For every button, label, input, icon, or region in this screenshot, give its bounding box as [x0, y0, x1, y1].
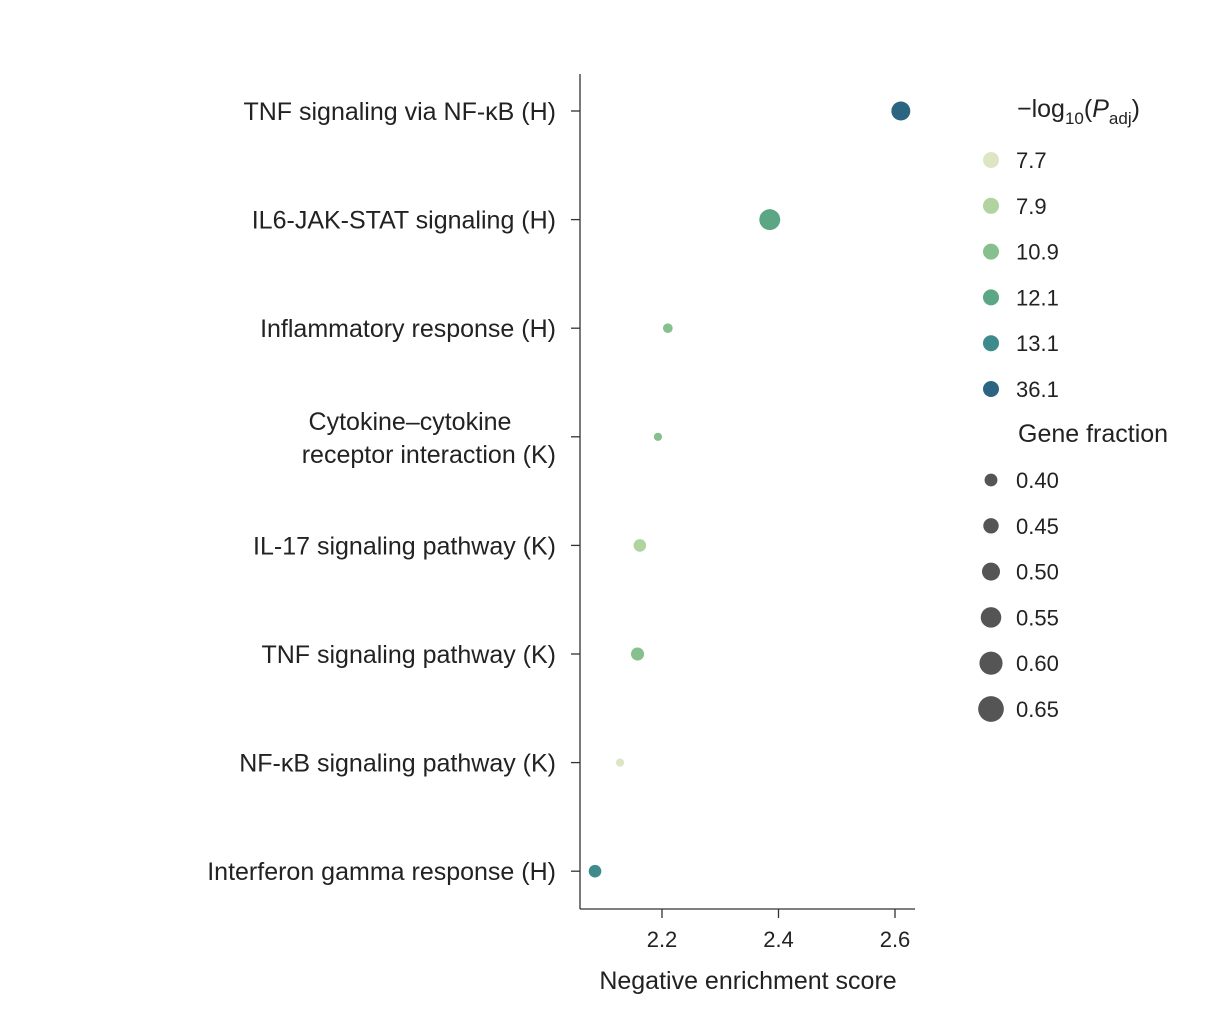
legend-color-label: 7.9	[1016, 194, 1047, 219]
legend-size-swatch	[979, 651, 1003, 675]
legend-title-text: −log	[1017, 95, 1065, 123]
legend-size-swatch	[978, 696, 1004, 722]
category-label-line: Cytokine–cytokine	[309, 408, 512, 436]
legend-color-swatch	[983, 243, 999, 260]
data-point	[653, 432, 663, 441]
legend-color-swatch	[983, 289, 999, 306]
legend-title-italic: P	[1092, 95, 1109, 123]
data-point	[630, 647, 645, 661]
x-tick-label: 2.2	[647, 927, 678, 952]
category-label: Cytokine–cytokine receptor interaction (K…	[302, 408, 556, 469]
x-axis-label: Negative enrichment score	[599, 967, 896, 995]
legend-size-swatch	[982, 562, 1000, 581]
legend: −log10(Padj) 7.7 7.9 10.9 12.1 13.1 36.1 Gene…	[978, 95, 1168, 722]
legend-size-label: 0.45	[1016, 514, 1059, 539]
legend-size-entries: 0.40 0.45 0.50 0.55 0.60 0.65	[978, 468, 1059, 722]
category-labels: TNF signaling via NF-κB (H) IL6-JAK-STAT …	[207, 98, 556, 886]
legend-color-swatch	[983, 381, 999, 397]
legend-size-label: 0.60	[1016, 651, 1059, 676]
legend-color-entries: 7.7 7.9 10.9 12.1 13.1 36.1	[983, 148, 1059, 402]
legend-size-swatch	[984, 473, 998, 487]
legend-color-swatch	[983, 197, 999, 214]
legend-color-label: 7.7	[1016, 148, 1047, 173]
legend-size-swatch	[983, 518, 999, 534]
legend-color-swatch	[983, 335, 999, 352]
category-label: Interferon gamma response (H)	[207, 858, 556, 886]
data-point	[615, 758, 625, 767]
legend-color-label: 36.1	[1016, 377, 1059, 402]
legend-title-sub: adj	[1109, 109, 1132, 128]
data-point	[759, 209, 781, 231]
legend-title-text: (	[1084, 95, 1093, 123]
data-point	[891, 101, 911, 121]
axes	[571, 74, 915, 910]
x-tick-label: 2.4	[763, 927, 794, 952]
legend-title-text: )	[1132, 95, 1140, 123]
legend-title-sub: 10	[1065, 109, 1084, 128]
data-point	[588, 864, 602, 878]
legend-size-title: Gene fraction	[1018, 420, 1168, 448]
category-label: IL6-JAK-STAT signaling (H)	[252, 207, 556, 235]
category-label-line: receptor interaction (K)	[302, 441, 556, 469]
category-label: IL-17 signaling pathway (K)	[253, 532, 556, 560]
category-label: NF-κB signaling pathway (K)	[239, 750, 556, 778]
category-label: TNF signaling via NF-κB (H)	[243, 98, 556, 126]
legend-size-label: 0.65	[1016, 697, 1059, 722]
x-axis-ticks: 2.2 2.4 2.6	[647, 909, 911, 952]
data-points	[588, 101, 911, 878]
legend-size-label: 0.55	[1016, 605, 1059, 630]
legend-size-swatch	[980, 607, 1002, 628]
legend-color-label: 12.1	[1016, 285, 1059, 310]
data-point	[662, 323, 673, 334]
category-label: Inflammatory response (H)	[260, 315, 556, 343]
legend-color-title: −log10(Padj)	[1017, 95, 1140, 128]
x-tick-label: 2.6	[880, 927, 911, 952]
legend-color-label: 13.1	[1016, 331, 1059, 356]
category-label: TNF signaling pathway (K)	[261, 641, 556, 669]
legend-color-swatch	[983, 152, 999, 168]
legend-size-label: 0.40	[1016, 468, 1059, 493]
data-point	[633, 539, 647, 552]
legend-color-label: 10.9	[1016, 240, 1059, 265]
legend-size-label: 0.50	[1016, 560, 1059, 585]
